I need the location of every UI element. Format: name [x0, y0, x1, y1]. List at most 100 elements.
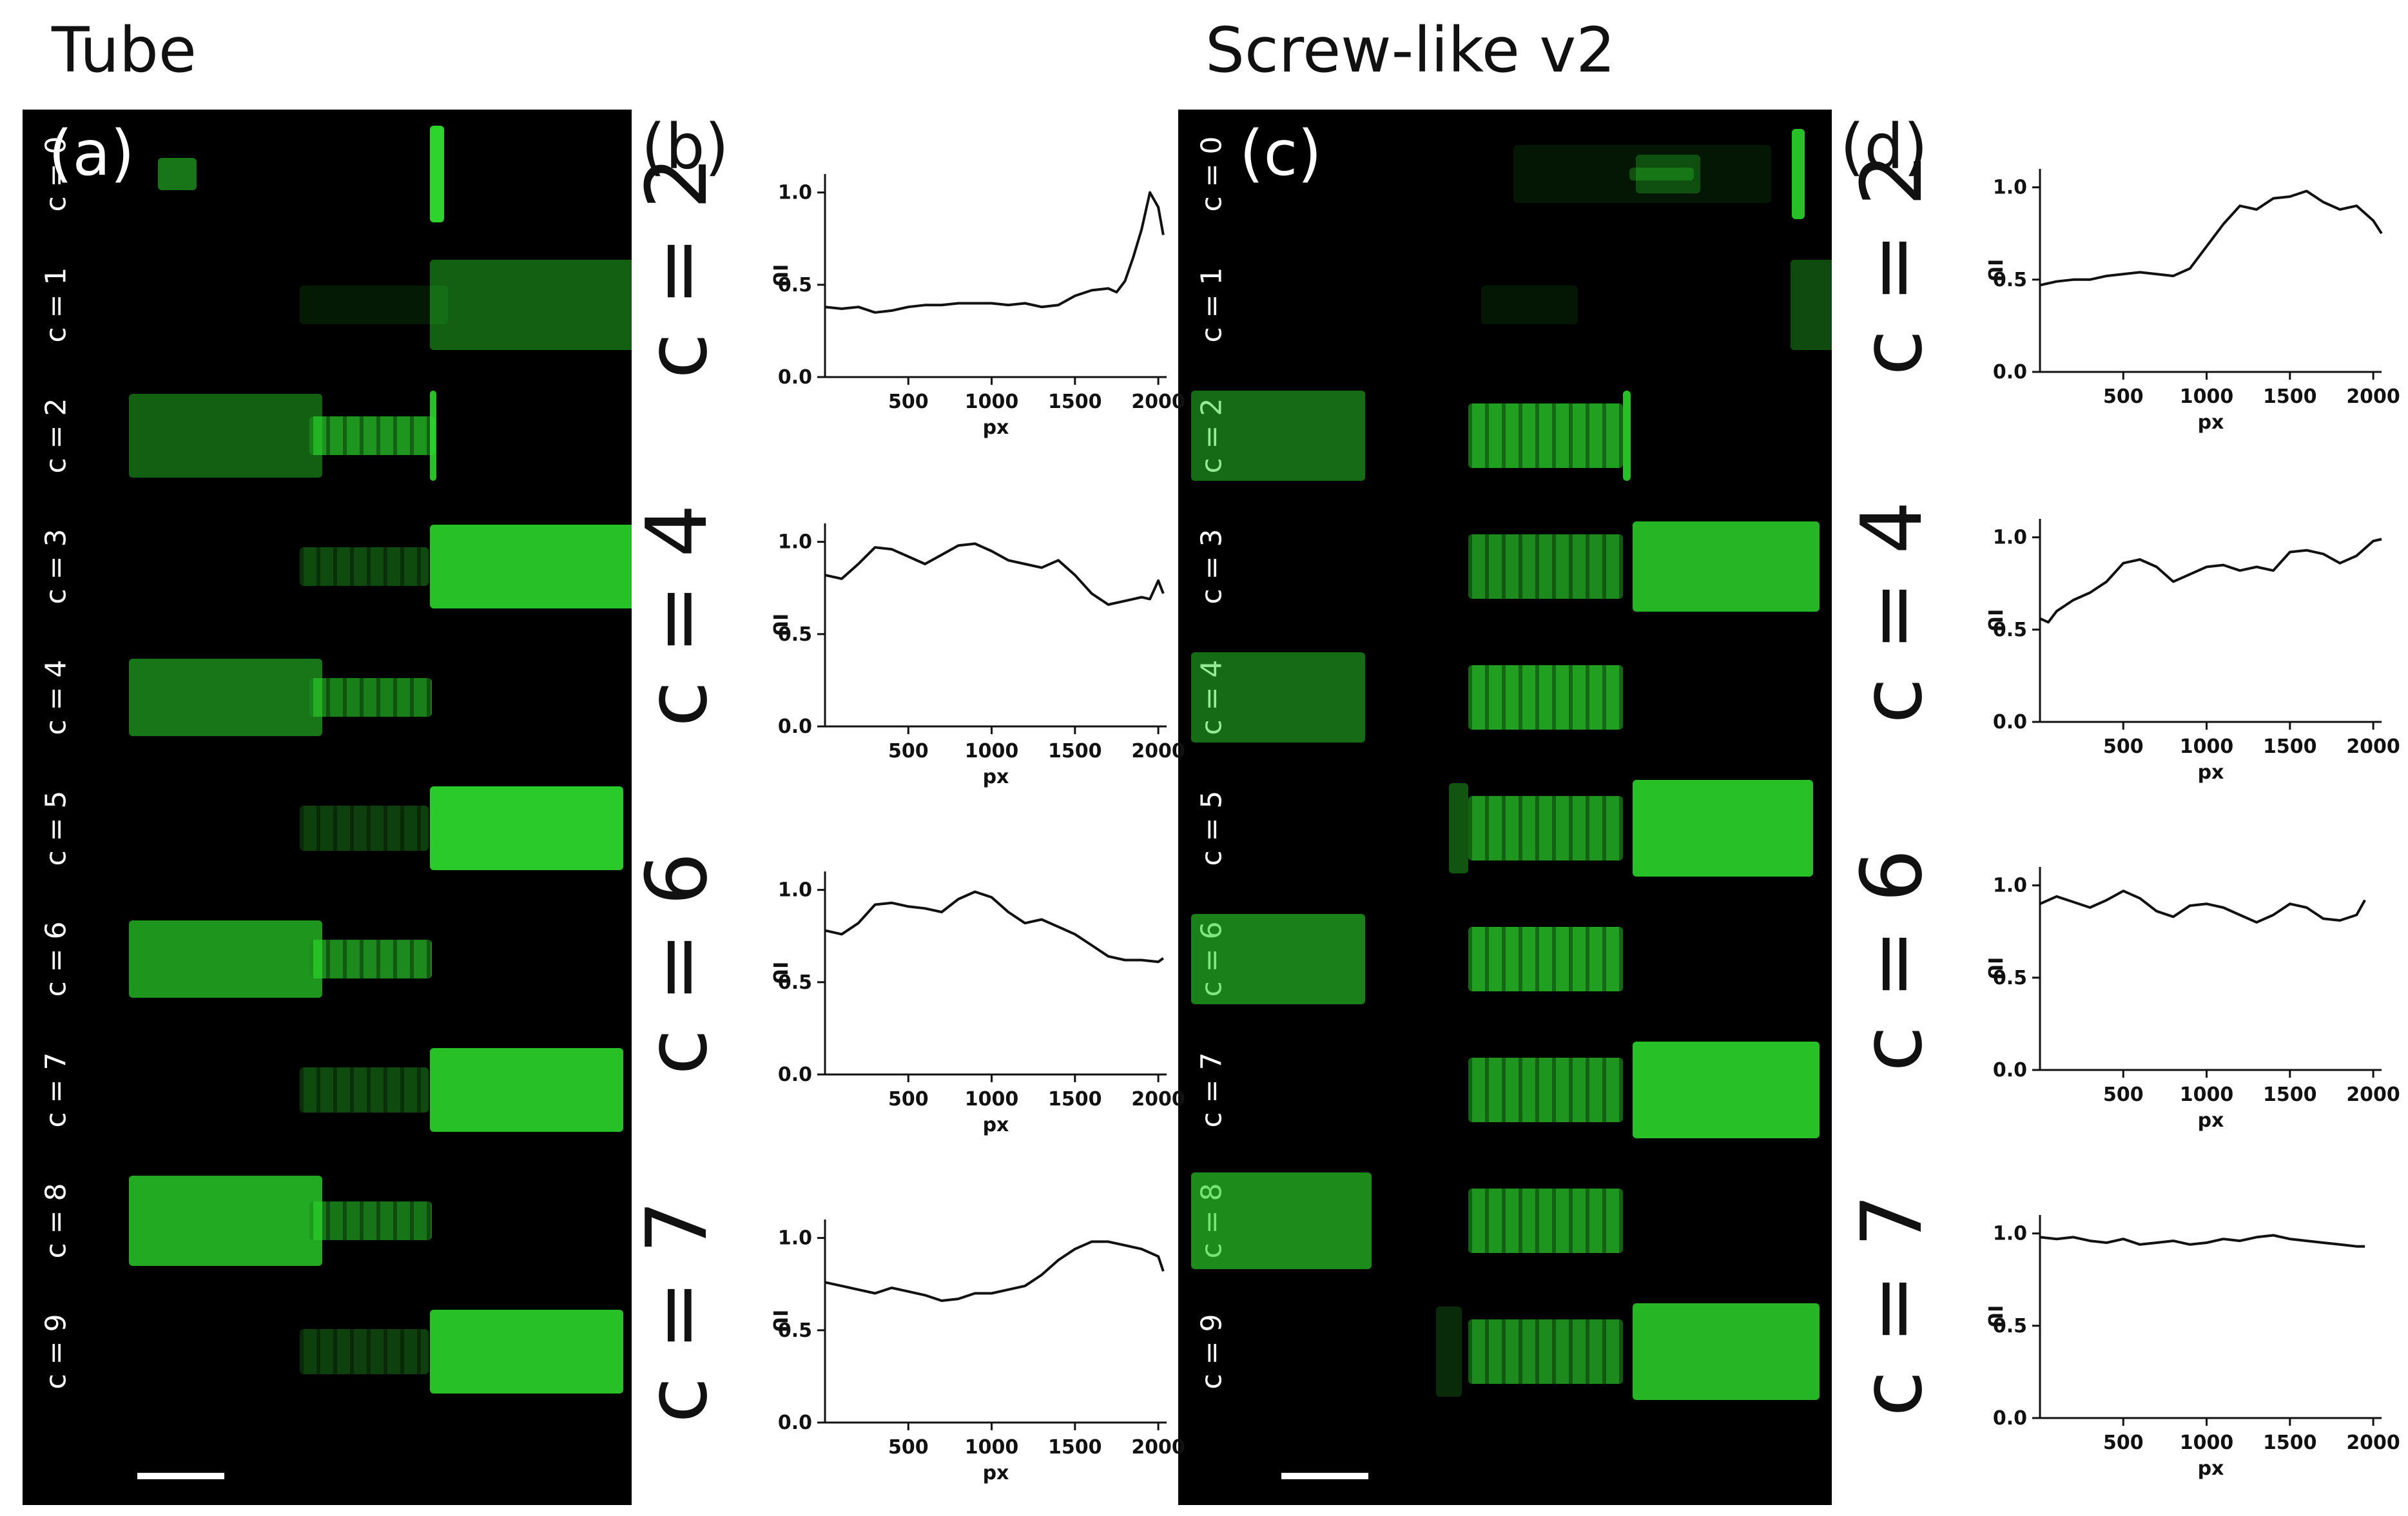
- line-chart-b-1: 500 1000 1500 2000 0.0 0.5 1.0 px IU: [768, 523, 1185, 788]
- data-series-line: [824, 1240, 1165, 1302]
- fluorescence-segment: [430, 786, 623, 870]
- x-tick-label: 1500: [2263, 385, 2317, 408]
- y-tick-label: 0.0: [778, 715, 812, 738]
- x-tick-label: 500: [2103, 385, 2144, 408]
- y-tick-label: 0.0: [1993, 1407, 2027, 1430]
- x-tick-label: 1500: [1048, 391, 1102, 413]
- x-tick-label: 500: [2103, 1084, 2144, 1106]
- c-value-label: c = 4: [1843, 501, 1941, 724]
- fluorescence-segment: [1468, 1189, 1623, 1253]
- y-tick-label: 1.0: [1993, 527, 2027, 549]
- fluorescence-segment: [1481, 286, 1578, 324]
- fluorescence-segment: [1468, 927, 1623, 991]
- x-tick-label: 2000: [1131, 1088, 1185, 1111]
- data-series-line: [824, 542, 1165, 606]
- x-axis-title: px: [2198, 411, 2224, 434]
- fluorescence-segment: [1513, 145, 1771, 203]
- x-tick-label: 2000: [1131, 391, 1185, 413]
- y-tick-label: 1.0: [1993, 177, 2027, 199]
- fluorescence-segment: [300, 806, 429, 851]
- x-tick-label: 1500: [2263, 1084, 2317, 1106]
- y-axis-title: IU: [1983, 259, 2006, 282]
- x-axis-title: px: [983, 766, 1009, 788]
- x-tick-label: 1000: [2180, 1432, 2234, 1454]
- c-value-label: c = 2: [628, 156, 726, 379]
- c-value-label: c = 4: [628, 504, 726, 727]
- row-label: c = 1: [39, 267, 73, 343]
- fluorescence-segment: [1791, 260, 1832, 350]
- c-value-label: c = 2: [1843, 153, 1941, 376]
- fluorescence-segment: [430, 1048, 623, 1132]
- fluorescence-segment: [158, 158, 197, 190]
- x-tick-label: 2000: [2346, 735, 2400, 758]
- fluorescence-segment: [1633, 1042, 1820, 1138]
- y-tick-label: 0.5: [778, 1319, 812, 1342]
- x-tick-label: 1000: [965, 391, 1019, 413]
- fluorescence-segment: [1629, 168, 1694, 180]
- fluorescence-segment: [1633, 521, 1820, 612]
- x-tick-label: 500: [2103, 1432, 2144, 1454]
- fluorescence-segment: [309, 678, 432, 717]
- data-series-line: [824, 890, 1164, 964]
- fluorescence-segment: [1468, 796, 1623, 860]
- fluorescence-segment: [1623, 391, 1631, 481]
- x-tick-label: 2000: [2346, 1084, 2400, 1106]
- x-tick-label: 1000: [2180, 1084, 2234, 1106]
- fluorescence-segment: [1449, 783, 1468, 873]
- y-tick-label: 0.0: [778, 366, 812, 389]
- fluorescence-segment: [1633, 780, 1813, 877]
- y-tick-label: 0.5: [1993, 967, 2027, 989]
- c-value-label: c = 7: [628, 1200, 726, 1423]
- y-tick-label: 0.5: [778, 623, 812, 646]
- y-tick-label: 0.5: [1993, 1315, 2027, 1337]
- y-tick-label: 0.0: [1993, 711, 2027, 734]
- y-axis-title: IU: [768, 962, 791, 985]
- row-label: c = 8: [39, 1183, 73, 1259]
- y-tick-label: 0.0: [778, 1412, 812, 1434]
- y-axis-title: IU: [1983, 957, 2006, 980]
- y-tick-label: 0.0: [778, 1064, 812, 1086]
- x-tick-label: 1500: [2263, 735, 2317, 758]
- fluorescence-segment: [1792, 129, 1805, 219]
- scale-bar: [1281, 1473, 1368, 1479]
- data-series-line: [2039, 1234, 2365, 1248]
- x-axis-title: px: [2198, 761, 2224, 784]
- fluorescence-segment: [1191, 652, 1365, 743]
- line-chart-d-5: 500 1000 1500 2000 0.0 0.5 1.0 px IU: [1983, 519, 2400, 784]
- fluorescence-segment: [1436, 1307, 1462, 1397]
- y-axis-title: IU: [1983, 609, 2006, 632]
- y-tick-label: 0.5: [778, 274, 812, 296]
- line-chart-d-7: 500 1000 1500 2000 0.0 0.5 1.0 px IU: [1983, 1215, 2400, 1480]
- data-series-line: [2039, 190, 2383, 287]
- panel-a-micrograph: (a) c = 0 c = 1 c = 2 c = 3 c = 4 c = 5 c = 6 c…: [23, 110, 632, 1505]
- c-value-label: c = 6: [1843, 849, 1941, 1072]
- row-label: c = 3: [1195, 529, 1228, 605]
- x-axis-title: px: [983, 416, 1009, 439]
- fluorescence-segment: [129, 659, 322, 736]
- x-tick-label: 500: [888, 391, 929, 413]
- y-tick-label: 1.0: [778, 182, 812, 204]
- x-axis-title: px: [983, 1114, 1009, 1136]
- x-tick-label: 1000: [965, 1088, 1019, 1111]
- fluorescence-segment: [430, 1310, 623, 1394]
- fluorescence-segment: [309, 1201, 432, 1240]
- row-label: c = 7: [1195, 1052, 1228, 1128]
- title-screw-like-v2: Screw-like v2: [1205, 14, 1616, 86]
- x-tick-label: 1500: [1048, 1088, 1102, 1111]
- y-tick-label: 0.5: [778, 971, 812, 994]
- row-label: c = 7: [39, 1052, 73, 1128]
- fluorescence-segment: [1191, 914, 1365, 1004]
- y-tick-label: 1.0: [778, 531, 812, 554]
- line-chart-d-6: 500 1000 1500 2000 0.0 0.5 1.0 px IU: [1983, 867, 2400, 1132]
- y-tick-label: 0.5: [1993, 269, 2027, 291]
- fluorescence-segment: [309, 416, 435, 455]
- row-label: c = 9: [1195, 1314, 1228, 1390]
- x-tick-label: 1000: [965, 1436, 1019, 1459]
- x-axis-title: px: [2198, 1109, 2224, 1132]
- x-tick-label: 500: [888, 1088, 929, 1111]
- y-axis-title: IU: [768, 614, 791, 637]
- fluorescence-segment: [1191, 391, 1365, 481]
- fluorescence-segment: [1636, 155, 1700, 193]
- fluorescence-segment: [430, 391, 436, 481]
- c-value-label: c = 7: [1843, 1194, 1941, 1417]
